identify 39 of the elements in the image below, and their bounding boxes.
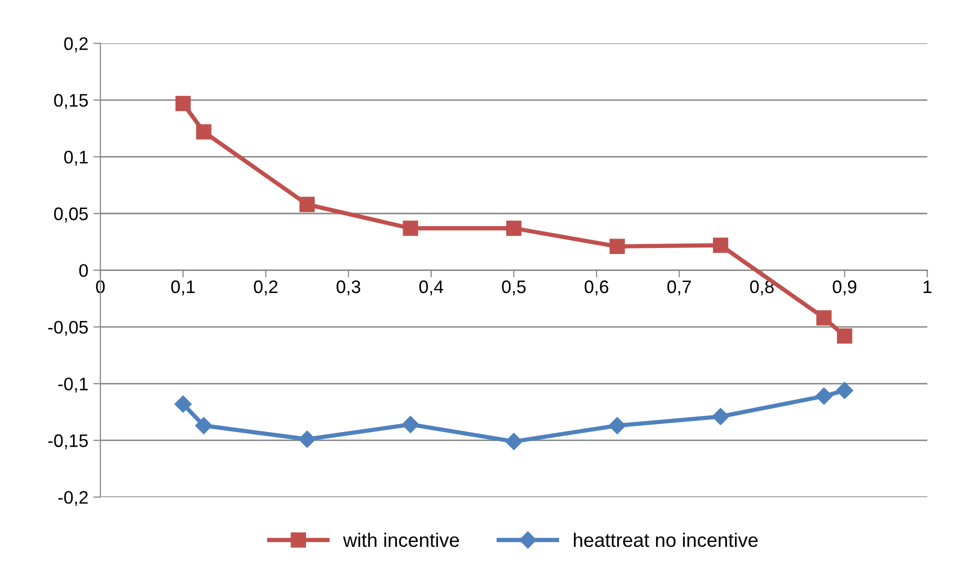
point [196,124,212,140]
y-tick-label: -0,15 [48,434,88,450]
x-tick-label: 1 [924,280,932,294]
y-tick-label: 0,2 [64,37,88,52]
point [402,416,420,434]
y-tick-label: -0,05 [48,320,88,336]
point [836,328,852,344]
point [506,220,522,236]
x-tick-label: 0,2 [254,280,278,296]
y-tick-label: 0,1 [64,150,88,166]
x-tick-label: 0,4 [419,280,444,296]
x-tick-label: 0,9 [832,280,856,296]
legend-label: with incentive [343,532,459,548]
x-tick-label: 0,7 [667,280,691,296]
y-tick-label: 0 [79,264,88,277]
point [712,408,730,426]
point [610,238,625,254]
point [174,396,192,413]
x-tick-label: 0,6 [584,280,608,296]
legend-label: heattreat no incentive [574,532,758,548]
point [195,417,212,434]
point [299,196,315,212]
point [816,310,832,326]
y-tick-label: -0,2 [58,491,88,506]
point [175,96,191,112]
x-tick-label: 0,3 [336,280,360,296]
y-tick-label: 0,15 [54,94,88,109]
x-tick-label: 0,1 [171,280,195,296]
x-tick-label: 0 [96,280,105,294]
point [505,432,522,450]
x-tick-label: 0,5 [502,280,526,296]
point [712,238,728,253]
point [402,220,418,236]
point [815,388,833,405]
point [608,417,626,434]
point [298,430,316,448]
y-tick-label: -0,1 [58,378,88,392]
point [836,382,854,400]
y-tick-label: 0,05 [54,207,88,222]
